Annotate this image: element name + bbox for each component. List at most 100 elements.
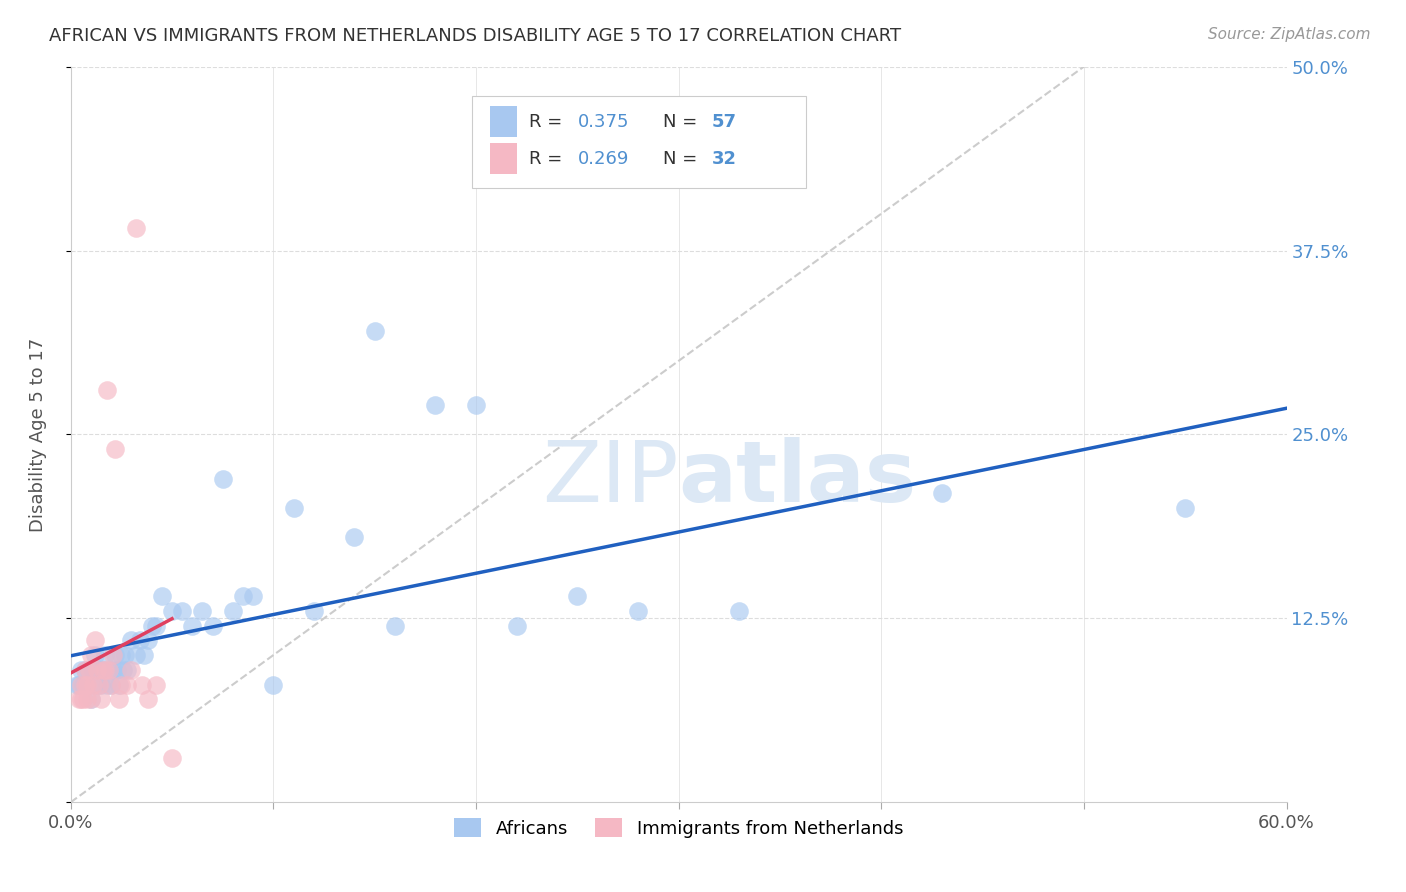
Point <box>145 618 167 632</box>
Point <box>69 677 91 691</box>
Point <box>67 677 90 691</box>
Point <box>103 663 125 677</box>
Text: ZIP: ZIP <box>543 437 679 520</box>
Point <box>77 663 100 677</box>
Text: N =: N = <box>662 150 703 168</box>
Point <box>72 692 94 706</box>
Point <box>86 663 108 677</box>
Point <box>136 692 159 706</box>
Point <box>121 633 143 648</box>
Point <box>232 589 254 603</box>
Point <box>98 663 121 677</box>
Point <box>1174 501 1197 516</box>
Point <box>172 604 194 618</box>
Point <box>96 384 118 398</box>
Point <box>84 648 107 662</box>
Point <box>67 692 90 706</box>
Point <box>104 442 127 457</box>
Point <box>103 648 125 662</box>
Text: 0.269: 0.269 <box>578 150 628 168</box>
Point <box>505 618 527 632</box>
Point <box>567 589 589 603</box>
Point <box>302 604 325 618</box>
Point <box>211 472 233 486</box>
Text: Source: ZipAtlas.com: Source: ZipAtlas.com <box>1208 27 1371 42</box>
Text: 57: 57 <box>711 112 737 131</box>
Point <box>110 677 132 691</box>
Point <box>728 604 751 618</box>
Point <box>104 648 127 662</box>
Point <box>384 618 406 632</box>
Point <box>69 663 91 677</box>
Point <box>465 398 488 412</box>
Point <box>94 663 117 677</box>
Text: 32: 32 <box>711 150 737 168</box>
FancyBboxPatch shape <box>472 96 806 188</box>
Point <box>108 692 131 706</box>
Text: AFRICAN VS IMMIGRANTS FROM NETHERLANDS DISABILITY AGE 5 TO 17 CORRELATION CHART: AFRICAN VS IMMIGRANTS FROM NETHERLANDS D… <box>49 27 901 45</box>
Point <box>136 633 159 648</box>
FancyBboxPatch shape <box>491 106 517 137</box>
Point <box>124 648 146 662</box>
Point <box>117 663 139 677</box>
Point <box>112 663 135 677</box>
Point <box>73 663 96 677</box>
Point <box>110 648 132 662</box>
Point <box>128 633 150 648</box>
Point <box>283 501 305 516</box>
Point <box>77 663 100 677</box>
Point <box>73 677 96 691</box>
Point <box>201 618 224 632</box>
Point <box>132 648 155 662</box>
Point <box>145 677 167 691</box>
Point <box>627 604 650 618</box>
Point <box>94 648 117 662</box>
Point <box>363 325 385 339</box>
Point <box>160 751 183 765</box>
Point <box>86 677 108 691</box>
Text: atlas: atlas <box>679 437 917 520</box>
Point <box>73 663 96 677</box>
Point <box>80 692 103 706</box>
Point <box>98 663 121 677</box>
Text: R =: R = <box>529 112 568 131</box>
Point <box>87 663 110 677</box>
Point <box>76 692 98 706</box>
Legend: Africans, Immigrants from Netherlands: Africans, Immigrants from Netherlands <box>447 811 910 845</box>
Point <box>91 663 114 677</box>
FancyBboxPatch shape <box>491 143 517 174</box>
Point <box>108 677 131 691</box>
Point <box>425 398 447 412</box>
Point <box>76 677 98 691</box>
Point <box>262 677 284 691</box>
Point <box>931 486 953 500</box>
Point <box>90 677 112 691</box>
Point <box>91 663 114 677</box>
Text: N =: N = <box>662 112 703 131</box>
Point <box>100 677 122 691</box>
Point <box>84 633 107 648</box>
Point <box>66 677 89 691</box>
Point <box>181 618 204 632</box>
Point <box>141 618 163 632</box>
Text: R =: R = <box>529 150 568 168</box>
Point <box>87 677 110 691</box>
Point <box>222 604 245 618</box>
Point <box>72 677 94 691</box>
Point <box>114 648 136 662</box>
Point <box>124 221 146 235</box>
Point <box>82 663 104 677</box>
Point <box>150 589 173 603</box>
Point <box>117 677 139 691</box>
Point <box>105 663 128 677</box>
Text: 0.375: 0.375 <box>578 112 630 131</box>
Point <box>80 648 103 662</box>
Point <box>96 677 118 691</box>
Y-axis label: Disability Age 5 to 17: Disability Age 5 to 17 <box>30 337 46 532</box>
Point <box>69 692 91 706</box>
Point <box>80 692 103 706</box>
Point <box>242 589 264 603</box>
Point <box>343 530 366 544</box>
Point <box>121 663 143 677</box>
Point <box>90 692 112 706</box>
